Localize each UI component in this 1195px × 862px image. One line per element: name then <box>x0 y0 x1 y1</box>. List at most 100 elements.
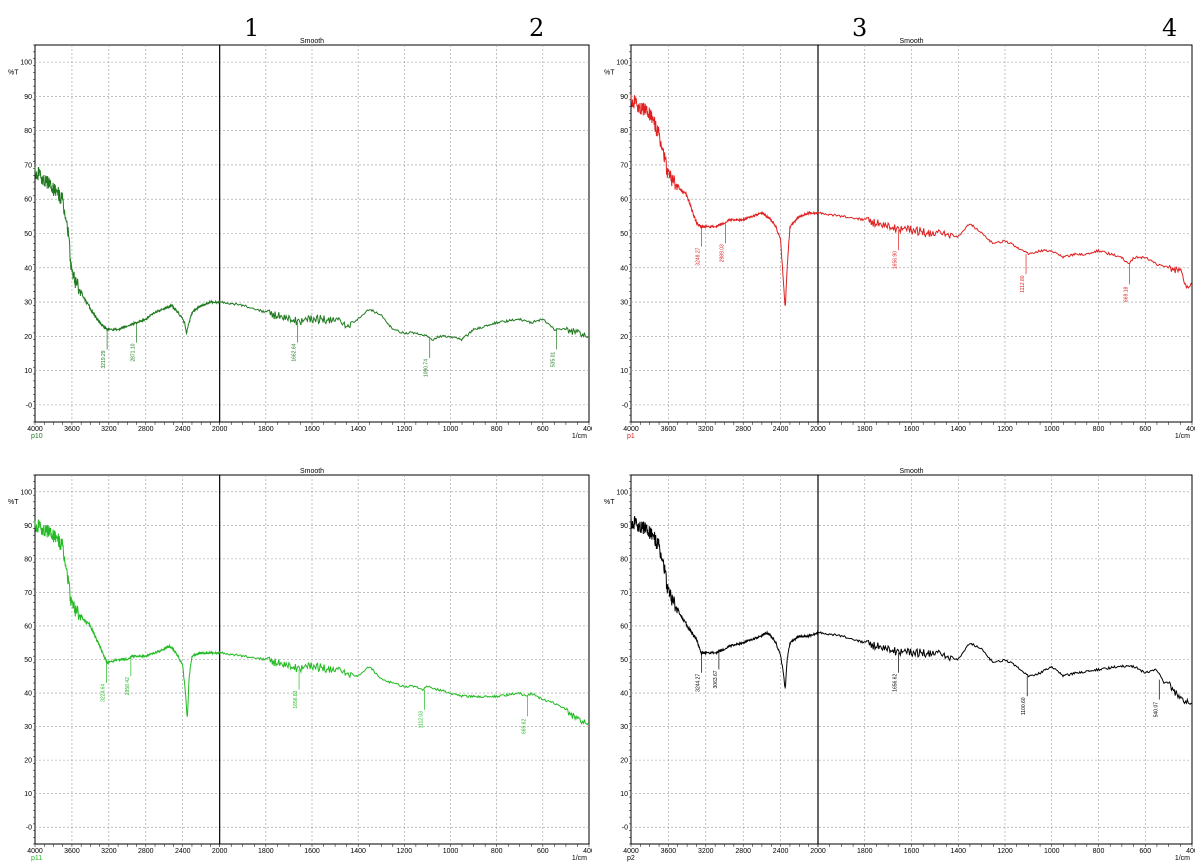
x-tick-label: 1400 <box>950 426 966 433</box>
x-tick-label: 3600 <box>64 426 80 433</box>
sample-label: p2 <box>627 855 635 862</box>
x-tick-label: 400 <box>583 848 592 855</box>
x-tick-label: 2000 <box>212 848 228 855</box>
peak-label: 669.62 <box>521 719 527 735</box>
x-tick-label: 3200 <box>698 848 714 855</box>
x-tick-label: 600 <box>1139 848 1151 855</box>
y-tick-label: 50 <box>24 231 32 238</box>
x-tick-label: 400 <box>583 426 592 433</box>
y-tick-label: 30 <box>620 724 628 731</box>
panel-number-2: 2 <box>529 14 545 42</box>
y-tick-label: -0 <box>26 825 32 832</box>
x-tick-label: 2400 <box>175 426 191 433</box>
y-tick-label: 90 <box>620 523 628 530</box>
x-tick-label: 1200 <box>397 426 413 433</box>
x-tick-label: 2000 <box>810 848 826 855</box>
ir-spectrum-chart-p11: Smooth -0 10 20 30 40 50 60 70 80 90 100%T 4000 3600 3… <box>8 468 592 862</box>
x-tick-label: 1400 <box>950 848 966 855</box>
y-tick-label: 30 <box>24 300 32 307</box>
y-tick-label: 20 <box>24 334 32 341</box>
peak-label: 3244.27 <box>696 674 702 692</box>
x-tick-label: 800 <box>491 848 503 855</box>
x-tick-label: 1000 <box>1044 848 1060 855</box>
y-tick-label: 40 <box>24 265 32 272</box>
y-tick-label: 50 <box>24 657 32 664</box>
peak-label: 1656.90 <box>892 251 898 269</box>
y-tick-label: 40 <box>620 691 628 698</box>
chart-title: Smooth <box>899 468 923 475</box>
x-tick-label: 400 <box>1186 426 1195 433</box>
x-tick-label: 2800 <box>735 848 751 855</box>
peak-label: 1090.74 <box>424 359 430 377</box>
x-tick-label: 600 <box>1139 426 1151 433</box>
peak-label: 2958.42 <box>125 677 131 695</box>
y-tick-label: 40 <box>620 265 628 272</box>
peak-label: 3248.27 <box>695 247 701 265</box>
x-tick-label: 3200 <box>101 848 117 855</box>
y-tick-label: 20 <box>620 334 628 341</box>
x-axis-label: 1/cm <box>1175 433 1190 440</box>
y-tick-label: 10 <box>620 368 628 375</box>
y-tick-label: 90 <box>620 94 628 101</box>
x-tick-label: 800 <box>491 426 503 433</box>
x-tick-label: 2000 <box>810 426 826 433</box>
peak-label: 1112.03 <box>419 711 425 729</box>
x-tick-label: 2800 <box>735 426 751 433</box>
spectrum-line <box>630 515 1193 705</box>
y-tick-label: 10 <box>24 791 32 798</box>
x-tick-label: 4000 <box>27 848 43 855</box>
x-tick-label: 600 <box>537 848 549 855</box>
peak-label: 1662.64 <box>292 343 298 361</box>
y-tick-label: 70 <box>620 590 628 597</box>
x-tick-label: 1200 <box>397 848 413 855</box>
spectrum-line <box>34 519 590 726</box>
y-tick-label: 100 <box>616 60 628 67</box>
peak-label: 1656.83 <box>293 690 299 708</box>
x-tick-label: 1800 <box>258 848 274 855</box>
panel-number-3: 3 <box>852 14 868 42</box>
y-tick-label: -0 <box>622 825 628 832</box>
x-tick-label: 1000 <box>443 426 459 433</box>
y-tick-label: 80 <box>620 128 628 135</box>
peak-label: 669.18 <box>1124 286 1130 302</box>
x-tick-label: 800 <box>1093 848 1105 855</box>
y-tick-label: 100 <box>20 60 32 67</box>
y-axis-label: %T <box>8 69 19 76</box>
y-tick-label: 90 <box>24 94 32 101</box>
spectrum-line <box>34 166 590 342</box>
y-tick-label: 30 <box>620 300 628 307</box>
x-tick-label: 2800 <box>138 848 154 855</box>
y-tick-label: 90 <box>24 523 32 530</box>
peak-label: 3219.29 <box>101 350 107 368</box>
x-tick-label: 600 <box>537 426 549 433</box>
y-tick-label: 10 <box>24 368 32 375</box>
x-axis-label: 1/cm <box>572 855 587 862</box>
y-axis-label: %T <box>604 499 615 506</box>
y-tick-label: 70 <box>24 590 32 597</box>
x-axis-label: 1/cm <box>572 433 587 440</box>
y-tick-label: 60 <box>24 623 32 630</box>
y-tick-label: 60 <box>24 197 32 204</box>
y-tick-label: 60 <box>620 623 628 630</box>
x-tick-label: 1000 <box>1044 426 1060 433</box>
y-tick-label: 70 <box>24 162 32 169</box>
peak-label: 2989.03 <box>719 244 725 262</box>
y-tick-label: 20 <box>620 758 628 765</box>
y-tick-label: 10 <box>620 791 628 798</box>
x-tick-label: 2400 <box>773 848 789 855</box>
peak-label: 1112.80 <box>1020 275 1026 293</box>
spectrum-line <box>630 95 1193 306</box>
chart-title: Smooth <box>899 38 923 45</box>
x-tick-label: 3200 <box>698 426 714 433</box>
x-tick-label: 1200 <box>997 426 1013 433</box>
x-tick-label: 4000 <box>623 848 639 855</box>
x-tick-label: 1800 <box>857 848 873 855</box>
ir-spectrum-chart-p10: Smooth -0 10 20 30 40 50 60 70 80 90 100%T 4000 3600 3… <box>8 38 592 440</box>
peak-label: 1100.60 <box>1021 697 1027 715</box>
peak-label: 535.01 <box>551 352 557 368</box>
x-tick-label: 1600 <box>904 426 920 433</box>
y-tick-label: 80 <box>620 556 628 563</box>
y-tick-label: 80 <box>24 128 32 135</box>
panel-number-1: 1 <box>244 14 260 42</box>
y-tick-label: 40 <box>24 691 32 698</box>
